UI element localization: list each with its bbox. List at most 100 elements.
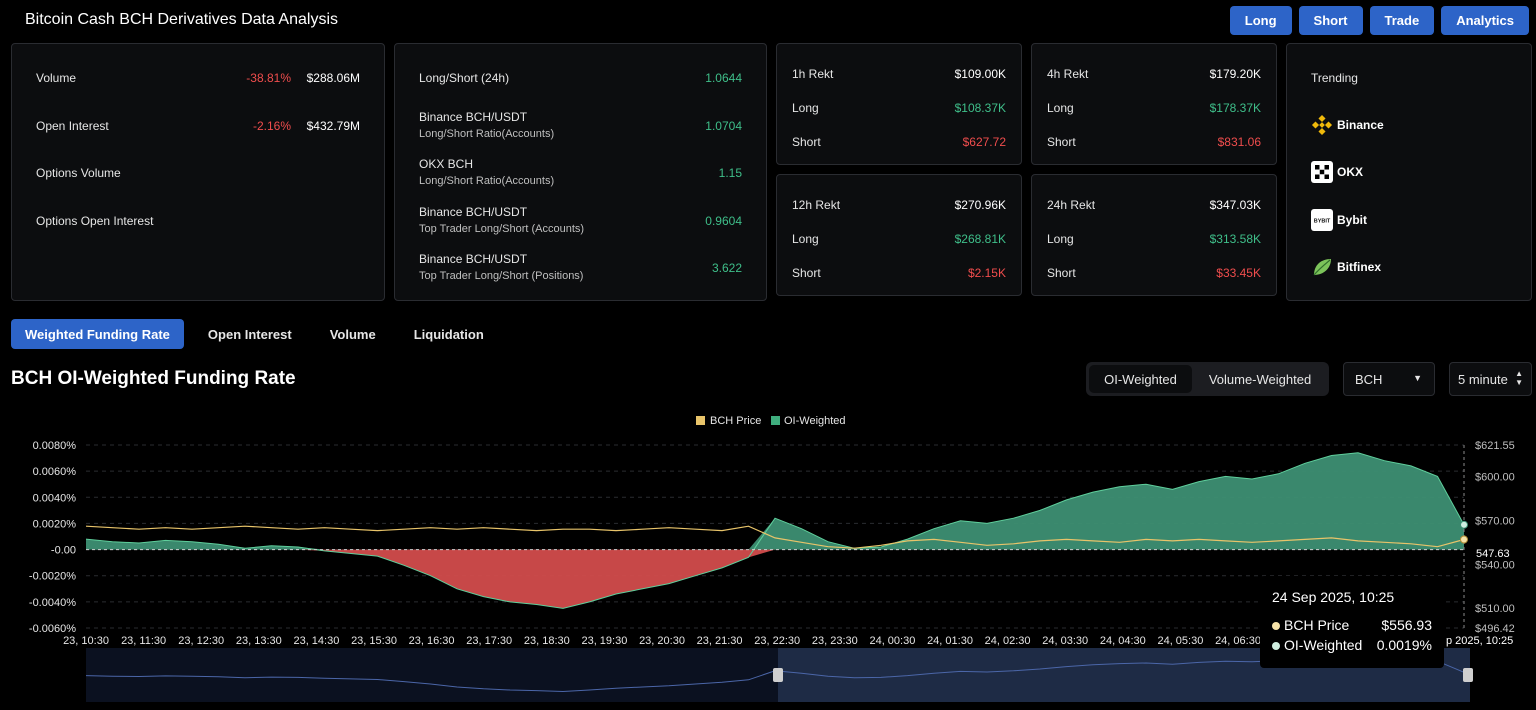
long-button[interactable]: Long [1229,6,1292,35]
stat-value: $288.06M [306,71,360,85]
volume-weighted-toggle[interactable]: Volume-Weighted [1208,371,1312,387]
trending-title: Trending [1311,71,1358,85]
x-tick-label: 23, 23:30 [812,635,858,647]
navigator-right-handle[interactable] [1463,668,1473,682]
rekt-short-label: Short [1047,266,1076,280]
funding-positive-area [86,452,1464,550]
nav-buttons: Long Short Trade Analytics [1229,6,1529,35]
rekt-card-12h: 12h Rekt $270.96K Long $268.81K Short $2… [776,174,1022,296]
tab-open-interest[interactable]: Open Interest [207,326,292,342]
price-hover-dot [1460,535,1468,544]
ratio-label: Long/Short (24h) [419,71,510,85]
coin-select-value: BCH [1355,371,1383,387]
stat-change: -2.16% [252,119,291,133]
x-tick-label: 23, 22:30 [754,635,800,647]
x-tick-label: 23, 10:30 [63,635,109,647]
ratio-value: 1.0644 [705,71,742,85]
x-tick-label: 24, 02:30 [985,635,1031,647]
rekt-label: 12h Rekt [792,198,841,212]
rekt-long-value: $178.37K [1209,101,1261,115]
stat-label: Options Open Interest [36,214,154,228]
page-title: Bitcoin Cash BCH Derivatives Data Analys… [25,11,339,28]
range-navigator[interactable] [85,648,1473,702]
tooltip-date: 24 Sep 2025, 10:25 [1272,589,1395,605]
tooltip-value: 0.0019% [1376,637,1432,653]
rekt-total: $179.20K [1209,67,1261,81]
trending-name: Bybit [1337,213,1367,227]
ratio-sublabel: Top Trader Long/Short (Accounts) [419,223,585,235]
x-tick-label: 24, 06:30 [1215,635,1261,647]
ratio-label: Binance BCH/USDT [419,205,528,219]
interval-select-value: 5 minute [1458,371,1508,387]
tab-liquidation[interactable]: Liquidation [413,326,484,342]
x-tick-label: 23, 12:30 [178,635,224,647]
x-tick-label: 23, 19:30 [581,635,627,647]
trending-item-binance[interactable]: Binance [1311,114,1384,136]
y-left-tick-label: 0.0060% [33,466,77,478]
legend-label-bch-price: BCH Price [710,415,761,427]
interval-select[interactable]: 5 minute ▲ ▼ [1449,362,1532,396]
rekt-long-value: $268.81K [954,232,1006,246]
y-axis-left: 0.0080% 0.0060% 0.0040% 0.0020% -0.00 -0.0020… [29,440,76,635]
bitfinex-logo-icon [1313,259,1331,276]
short-button[interactable]: Short [1298,6,1363,35]
oi-weighted-toggle[interactable]: OI-Weighted [1089,365,1192,393]
rekt-card-24h: 24h Rekt $347.03K Long $313.58K Short $3… [1031,174,1277,296]
okx-logo-icon [1311,161,1333,183]
x-tick-label: 24, 05:30 [1157,635,1203,647]
trade-button[interactable]: Trade [1369,6,1435,35]
tooltip-dot-funding [1272,642,1280,650]
y-left-tick-label: -0.0020% [29,571,76,583]
x-tick-label: 23, 21:30 [697,635,743,647]
rekt-card-4h: 4h Rekt $179.20K Long $178.37K Short $83… [1031,43,1277,165]
y-axis-right: $621.55 $600.00 $570.00 $540.00 $510.00 $496.… [1475,440,1515,635]
legend-label-oi-weighted: OI-Weighted [784,415,846,427]
analytics-button[interactable]: Analytics [1441,6,1529,35]
chart-tabs: Weighted Funding Rate Open Interest Volu… [11,319,508,349]
tab-weighted-funding-rate[interactable]: Weighted Funding Rate [11,319,184,349]
x-axis: 23, 10:30 23, 11:30 23, 12:30 23, 13:30 23, … [63,635,1261,647]
x-tick-label: 23, 11:30 [121,635,166,647]
legend-swatch-oi-weighted [771,416,780,425]
stat-label: Options Volume [36,166,121,180]
stat-change: -38.81% [246,71,291,85]
y-left-tick-label: -0.00 [51,545,76,557]
trending-name: Binance [1337,118,1384,132]
current-price-badge-bg [1470,544,1530,560]
market-stats-card: Volume -38.81% $288.06M Open Interest -2… [11,43,385,301]
trending-item-bitfinex[interactable]: Bitfinex [1311,256,1381,278]
x-tick-label: 24, 00:30 [869,635,915,647]
rekt-total: $347.03K [1209,198,1261,212]
rekt-label: 24h Rekt [1047,198,1096,212]
ratio-label: OKX BCH [419,157,474,171]
trending-item-okx[interactable]: OKX [1311,161,1363,183]
rekt-short-value: $831.06 [1217,135,1261,149]
ratio-value: 3.622 [711,261,742,275]
funding-rate-chart[interactable]: BCH Price OI-Weighted 0.0080% 0.0060% 0.00… [0,410,1536,710]
rekt-total: $270.96K [954,198,1006,212]
rekt-short-label: Short [792,266,821,280]
y-right-tick-label: $540.00 [1475,559,1515,571]
updown-arrows-icon: ▲ ▼ [1515,369,1523,387]
ratio-value: 0.9604 [705,214,742,228]
trending-item-bybit[interactable]: BYBIT Bybit [1311,209,1367,231]
y-left-tick-label: 0.0080% [33,440,77,452]
stat-label: Open Interest [36,119,109,133]
current-price-label: 547.63 [1476,548,1510,560]
coin-select[interactable]: BCH ▼ [1343,362,1435,396]
tooltip-dot-price [1272,622,1280,630]
long-short-ratio-card: Long/Short (24h) 1.0644 Binance BCH/USDT… [394,43,767,301]
tab-volume[interactable]: Volume [329,326,376,342]
navigator-left-handle[interactable] [773,668,783,682]
stat-label: Volume [36,71,77,85]
bybit-logo-text: BYBIT [1314,219,1331,225]
x-tick-label: 24, 01:30 [927,635,973,647]
y-left-tick-label: 0.0040% [33,492,77,504]
x-tick-label: 23, 15:30 [351,635,397,647]
caret-down-icon: ▼ [1413,373,1422,383]
x-tick-label: 24, 04:30 [1100,635,1146,647]
weighting-toggle: OI-Weighted Volume-Weighted [1086,362,1329,396]
x-tick-label: 23, 18:30 [524,635,570,647]
trending-name: Bitfinex [1337,260,1382,274]
top-bar: Bitcoin Cash BCH Derivatives Data Analys… [0,0,1536,40]
